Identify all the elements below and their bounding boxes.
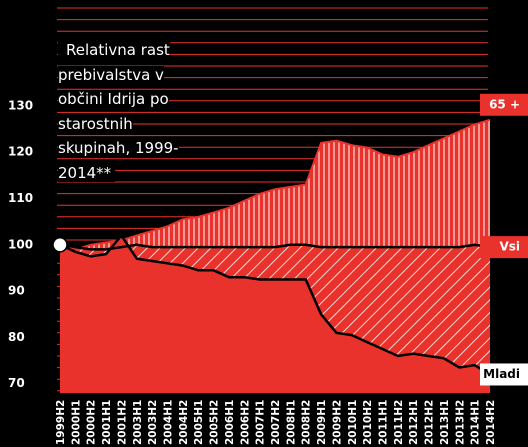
x-tick-label: 2009H1 [316,400,328,445]
y-tick-label: 70 [8,376,25,390]
start-dot [52,237,68,253]
x-tick-label: 2012H2 [424,400,436,445]
x-tick-label: 2006H2 [239,400,251,445]
legend-label: 65 + [489,97,520,111]
x-tick-label: 2008H2 [301,400,313,445]
x-tick-label: 2014H2 [485,400,497,445]
x-tick-label: 2007H1 [255,400,267,445]
x-tick-label: 2013H1 [439,400,451,445]
y-tick-label: 90 [8,284,25,298]
y-tick-label: 120 [8,145,33,159]
x-tick-label: 2001H2 [116,400,128,445]
x-tick-label: 2009H2 [331,400,343,445]
title-text: Relativna rast prebivalstva v občini Idr… [58,41,179,182]
line [59,243,491,251]
x-tick-label: 2005H1 [193,400,205,445]
x-tick-label: 2011H1 [378,400,390,445]
line [59,118,491,251]
legend-label: Vsi [499,240,520,254]
area [60,235,490,375]
x-tick-label: 2008H1 [285,400,297,445]
x-tick-label: 2011H2 [393,400,405,445]
x-tick-label: 2013H2 [454,400,466,445]
y-tick-label: 110 [8,191,33,205]
chart-title: Relativna rast prebivalstva v občini Idr… [58,38,208,185]
x-tick-label: 2003H2 [147,400,159,445]
x-tick-label: 2010H2 [362,400,374,445]
x-tick-label: 2007H2 [270,400,282,445]
x-tick-label: 2004H2 [178,400,190,445]
x-tick-label: 2003H1 [132,400,144,445]
line [59,233,491,376]
area [60,235,490,393]
legend-box [480,93,528,116]
x-tick-label: 2006H1 [224,400,236,445]
y-tick-label: 100 [8,237,33,251]
legend-box [480,363,528,386]
x-tick-label: 2001H1 [101,400,113,445]
x-tick-label: 2004H1 [163,400,175,445]
x-tick-label: 2012H1 [408,400,420,445]
x-tick-label: 1999H2 [55,400,67,445]
y-tick-label: 80 [8,330,25,344]
legend-label: Mladi [483,367,520,381]
legend-box [480,236,528,259]
y-tick-label: 130 [8,98,33,112]
x-tick-label: 2010H1 [347,400,359,445]
x-tick-label: 2000H1 [70,400,82,445]
x-tick-label: 2005H2 [209,400,221,445]
area [60,119,490,250]
x-tick-label: 2014H1 [470,400,482,445]
x-tick-label: 2000H2 [86,400,98,445]
